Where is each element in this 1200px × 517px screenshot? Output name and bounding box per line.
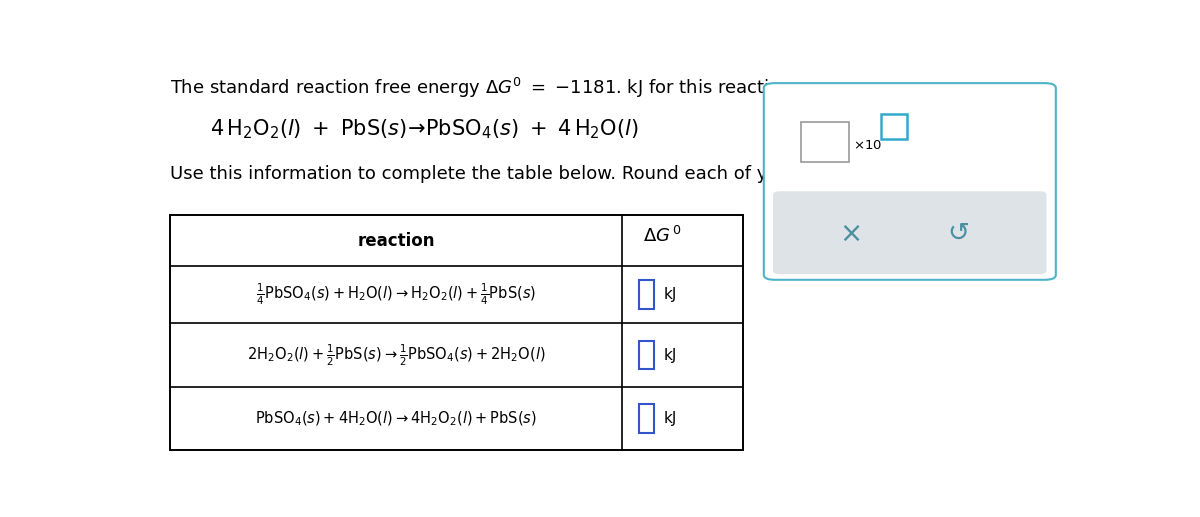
FancyBboxPatch shape <box>773 191 1046 274</box>
Text: kJ: kJ <box>664 411 677 426</box>
Text: Use this information to complete the table below. Round each of your answers to : Use this information to complete the tab… <box>170 165 1038 183</box>
Text: ×: × <box>839 220 862 248</box>
FancyBboxPatch shape <box>764 83 1056 280</box>
Text: $4\,\mathrm{H_2O_2}(\it{l})\ +\ \mathrm{PbS}(\it{s})\!\rightarrow\!\mathrm{PbSO_: $4\,\mathrm{H_2O_2}(\it{l})\ +\ \mathrm{… <box>210 117 640 141</box>
Text: reaction: reaction <box>358 232 436 250</box>
Bar <box>170 215 743 450</box>
Text: $\frac{1}{4}\mathrm{PbSO_4}(\it{s}) + \mathrm{H_2O}(\it{l}) \rightarrow \mathrm{: $\frac{1}{4}\mathrm{PbSO_4}(\it{s}) + \m… <box>257 282 536 307</box>
Bar <box>881 114 907 139</box>
Bar <box>640 404 654 433</box>
Text: $\times$10: $\times$10 <box>853 139 882 152</box>
Text: $\Delta G^{\,0}$: $\Delta G^{\,0}$ <box>643 226 682 246</box>
Text: The standard reaction free energy $\Delta G^0$ $=$ $-$1181. kJ for this reaction: The standard reaction free energy $\Delt… <box>170 76 798 100</box>
Bar <box>802 123 850 162</box>
Text: $2\mathrm{H_2O_2}(\it{l}) + \frac{1}{2}\mathrm{PbS}(\it{s}) \rightarrow \frac{1}: $2\mathrm{H_2O_2}(\it{l}) + \frac{1}{2}\… <box>247 342 546 368</box>
Bar <box>640 280 654 309</box>
Bar <box>640 341 654 369</box>
Text: kJ: kJ <box>664 287 677 302</box>
Text: ↺: ↺ <box>947 221 970 247</box>
Text: $\mathrm{PbSO_4}(\it{s}) + 4\mathrm{H_2O}(\it{l}) \rightarrow 4\mathrm{H_2O_2}(\: $\mathrm{PbSO_4}(\it{s}) + 4\mathrm{H_2O… <box>256 409 538 428</box>
Text: kJ: kJ <box>664 347 677 362</box>
